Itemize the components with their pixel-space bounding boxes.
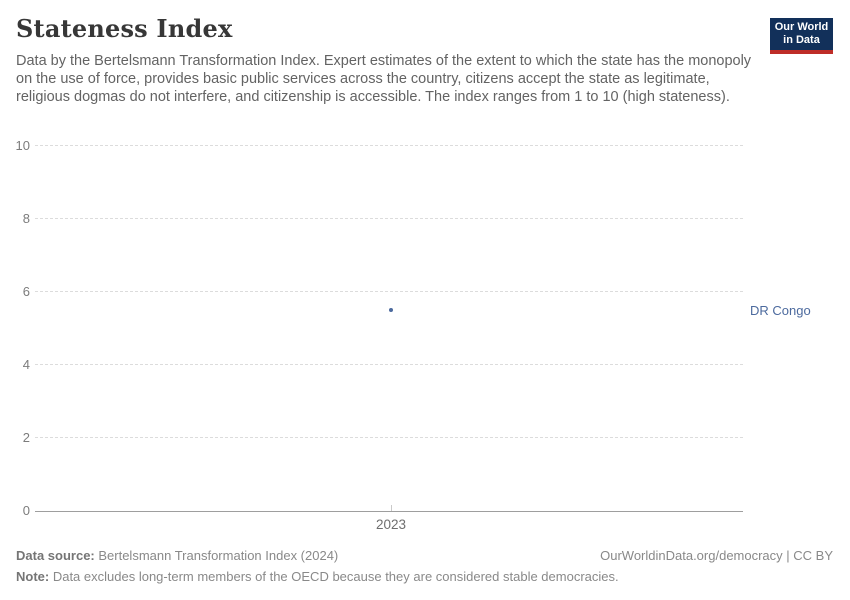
y-tick-label-10: 10 — [15, 137, 30, 153]
gridline-y4 — [35, 364, 743, 366]
chart-subtitle: Data by the Bertelsmann Transformation I… — [16, 53, 752, 106]
note-value: Data excludes long-term members of the O… — [49, 569, 619, 584]
note-line: Note: Data excludes long-term members of… — [16, 569, 619, 584]
owid-logo-line2: in Data — [783, 34, 820, 46]
y-tick-label-6: 6 — [22, 283, 30, 299]
y-tick-label-0: 0 — [22, 503, 30, 518]
data-source-line: Data source: Bertelsmann Transformation … — [16, 548, 338, 563]
gridline-y8 — [35, 218, 743, 220]
x-tick-mark — [391, 505, 392, 511]
credit-link[interactable]: OurWorldinData.org/democracy | CC BY — [600, 548, 833, 563]
owid-logo-box: Our World in Data — [770, 18, 833, 50]
owid-logo-red-bar — [770, 50, 833, 54]
entity-label-dr-congo[interactable]: DR Congo — [750, 302, 811, 318]
data-source-value: Bertelsmann Transformation Index (2024) — [94, 548, 339, 563]
y-tick-label-4: 4 — [22, 356, 30, 372]
note-label: Note: — [16, 569, 50, 584]
gridline-y10 — [35, 145, 743, 146]
data-point-dr-congo[interactable] — [389, 307, 393, 312]
x-tick-label: 2023 — [375, 517, 407, 532]
owid-logo-line1: Our World — [774, 21, 829, 33]
data-source-label: Data source: — [16, 548, 95, 563]
owid-logo[interactable]: Our World in Data — [770, 18, 833, 54]
page-title: Stateness Index — [16, 14, 233, 43]
x-axis-line — [35, 511, 743, 512]
y-tick-label-8: 8 — [22, 210, 30, 226]
gridline-y6 — [35, 291, 743, 293]
gridline-y2 — [35, 437, 743, 439]
y-tick-label-2: 2 — [22, 429, 30, 445]
